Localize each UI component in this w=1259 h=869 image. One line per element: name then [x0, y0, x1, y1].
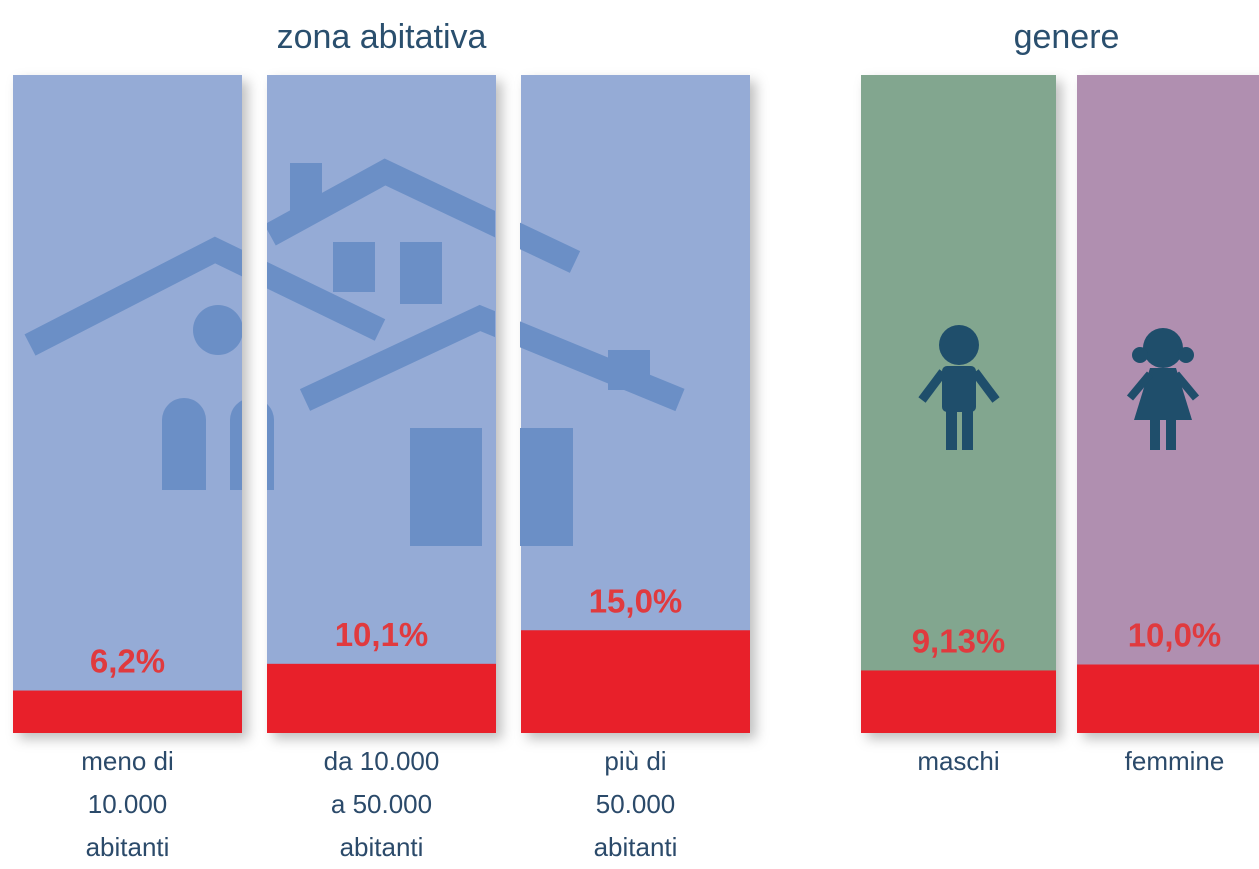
- category-label: maschi: [917, 746, 999, 776]
- value-label: 10,1%: [335, 616, 429, 653]
- value-label: 9,13%: [912, 622, 1006, 659]
- bar: [521, 630, 750, 733]
- bar: [1077, 665, 1259, 734]
- category-label: abitanti: [340, 832, 424, 862]
- category-label: meno di: [81, 746, 174, 776]
- category-label: abitanti: [594, 832, 678, 862]
- bar: [267, 664, 496, 733]
- page: zona abitativa 6,2% meno di 10.000 abitanti 1…: [0, 0, 1259, 869]
- category-label: femmine: [1125, 746, 1225, 776]
- value-label: 10,0%: [1128, 617, 1222, 654]
- value-label: 15,0%: [589, 582, 683, 619]
- category-label: più di: [604, 746, 666, 776]
- panel: [13, 75, 242, 733]
- category-label: 10.000: [88, 789, 168, 819]
- category-label: 50.000: [596, 789, 676, 819]
- value-label: 6,2%: [90, 643, 165, 680]
- category-label: abitanti: [86, 832, 170, 862]
- bar: [13, 691, 242, 733]
- category-label: da 10.000: [324, 746, 440, 776]
- group-title: genere: [1014, 18, 1120, 56]
- bar: [861, 670, 1056, 733]
- category-label: a 50.000: [331, 789, 432, 819]
- group-title: zona abitativa: [277, 18, 487, 56]
- chart: zona abitativa 6,2% meno di 10.000 abitanti 1…: [0, 0, 1259, 869]
